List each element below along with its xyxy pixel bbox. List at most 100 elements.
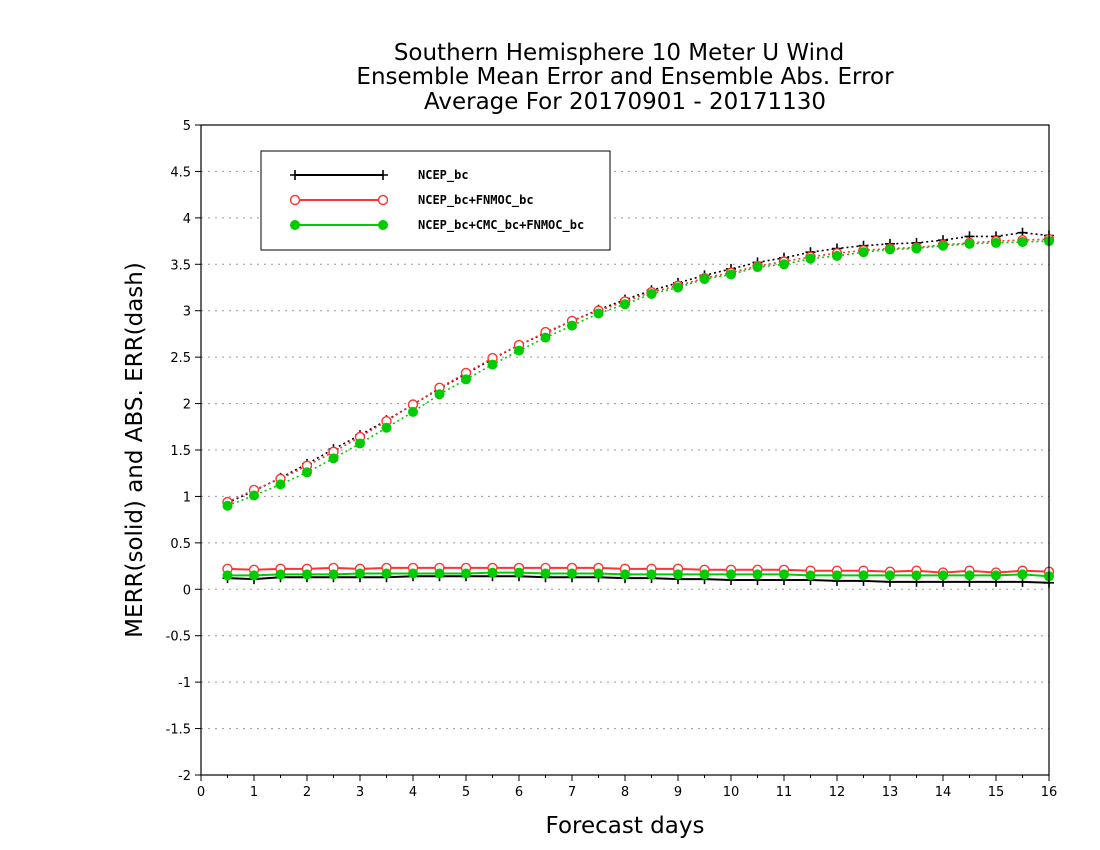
abs-err-point <box>991 237 1001 248</box>
series-2 <box>222 236 1054 582</box>
y-tick-label: 2.5 <box>170 351 191 366</box>
abs-err-point <box>249 490 259 501</box>
abs-err-point <box>699 274 710 285</box>
chart-title-line-2: Ensemble Mean Error and Ensemble Abs. Er… <box>356 64 894 90</box>
chart-title-line-1: Southern Hemisphere 10 Meter U Wind <box>394 40 844 66</box>
merr-point <box>832 570 842 581</box>
series-0 <box>222 227 1054 588</box>
x-tick-label: 3 <box>356 785 364 800</box>
abs-err-point <box>858 247 869 258</box>
merr-point <box>938 570 948 581</box>
merr-point <box>434 568 445 579</box>
abs-err-point <box>1017 237 1028 247</box>
merr-point <box>726 569 736 580</box>
y-tick-label: 4 <box>183 212 191 227</box>
x-tick-label: 10 <box>723 785 740 800</box>
y-tick-label: 5 <box>183 119 191 134</box>
legend-label: NCEP_bc <box>418 168 469 183</box>
merr-point <box>302 569 312 580</box>
y-tick-label: 1.5 <box>170 444 191 459</box>
legend-marker <box>290 170 300 180</box>
merr-point <box>805 570 816 581</box>
abs-err-point <box>593 308 604 319</box>
abs-err-point <box>752 262 763 273</box>
merr-point <box>779 569 789 580</box>
y-tick-label: -1 <box>178 676 191 691</box>
merr-point <box>646 569 657 580</box>
merr-point <box>540 568 551 579</box>
x-tick-label: 12 <box>829 785 846 800</box>
abs-err-point <box>673 282 683 293</box>
merr-point <box>1017 569 1028 580</box>
chart-title-line-3: Average For 20170901 - 20171130 <box>424 89 826 115</box>
merr-point <box>328 569 339 580</box>
abs-err-point <box>328 453 339 464</box>
legend-label: NCEP_bc+CMC_bc+FNMOC_bc <box>418 218 584 233</box>
y-axis-label: MERR(solid) and ABS. ERR(dash) <box>122 262 148 638</box>
abs-err-point <box>726 269 736 280</box>
abs-err-point <box>487 359 498 370</box>
abs-err-point <box>938 240 948 251</box>
y-tick-label: 2 <box>183 398 191 413</box>
legend-marker <box>378 170 388 180</box>
x-tick-label: 14 <box>935 785 952 800</box>
merr-point <box>699 569 710 580</box>
x-tick-label: 0 <box>197 785 205 800</box>
abs-err-point <box>805 253 816 264</box>
merr-point <box>964 570 975 581</box>
x-axis-label: Forecast days <box>546 813 705 839</box>
merr-point <box>673 569 683 580</box>
merr-point <box>487 567 498 578</box>
legend-entry: NCEP_bc <box>290 168 469 183</box>
y-tick-label: -2 <box>178 769 191 784</box>
merr-point <box>461 568 471 579</box>
merr-line <box>227 571 1050 578</box>
legend-label: NCEP_bc+FNMOC_bc <box>418 193 534 208</box>
x-tick-label: 2 <box>303 785 311 800</box>
y-tick-label: 4.5 <box>170 165 191 180</box>
abs-err-point <box>222 500 233 511</box>
y-tick-label: 3.5 <box>170 258 191 273</box>
abs-err-point <box>275 479 286 490</box>
axis-ticks: -2-1.5-1-0.500.511.522.533.544.550 1 2 3 4 5 6… <box>166 119 1058 800</box>
merr-point <box>275 569 286 580</box>
x-tick-label: 9 <box>674 785 682 800</box>
merr-point <box>514 567 524 578</box>
plot-frame <box>200 124 1050 776</box>
abs-err-point <box>832 250 842 261</box>
merr-point <box>355 568 365 579</box>
x-tick-label: 6 <box>515 785 523 800</box>
series-group <box>222 227 1055 588</box>
abs-err-point <box>620 299 630 310</box>
x-tick-label: 13 <box>882 785 899 800</box>
merr-point <box>752 569 763 580</box>
abs-err-point <box>514 345 524 356</box>
abs-err-point <box>911 243 922 254</box>
x-tick-label: 15 <box>988 785 1005 800</box>
merr-point <box>567 568 577 579</box>
y-tick-label: -1.5 <box>166 723 191 738</box>
abs-err-point <box>779 259 789 270</box>
abs-err-point <box>646 289 657 299</box>
abs-err-point <box>964 238 975 249</box>
legend-marker <box>290 220 300 230</box>
merr-line <box>227 575 1050 584</box>
y-tick-label: 3 <box>183 305 191 320</box>
merr-line <box>227 566 1050 574</box>
legend-marker <box>289 194 301 206</box>
legend-entry: NCEP_bc+CMC_bc+FNMOC_bc <box>290 218 584 233</box>
merr-point <box>885 570 895 581</box>
abs-err-point <box>434 389 445 400</box>
abs-err-point <box>302 467 312 478</box>
abs-err-point <box>461 374 471 385</box>
abs-err-point <box>408 406 418 417</box>
x-tick-label: 4 <box>409 785 417 800</box>
abs-err-point <box>540 332 551 343</box>
y-tick-label: -0.5 <box>166 630 191 645</box>
x-tick-label: 5 <box>462 785 470 800</box>
merr-point <box>249 570 259 581</box>
y-tick-label: 1 <box>183 490 191 505</box>
abs-err-point <box>355 438 365 449</box>
abs-err-line <box>227 238 1050 503</box>
x-tick-label: 8 <box>621 785 629 800</box>
